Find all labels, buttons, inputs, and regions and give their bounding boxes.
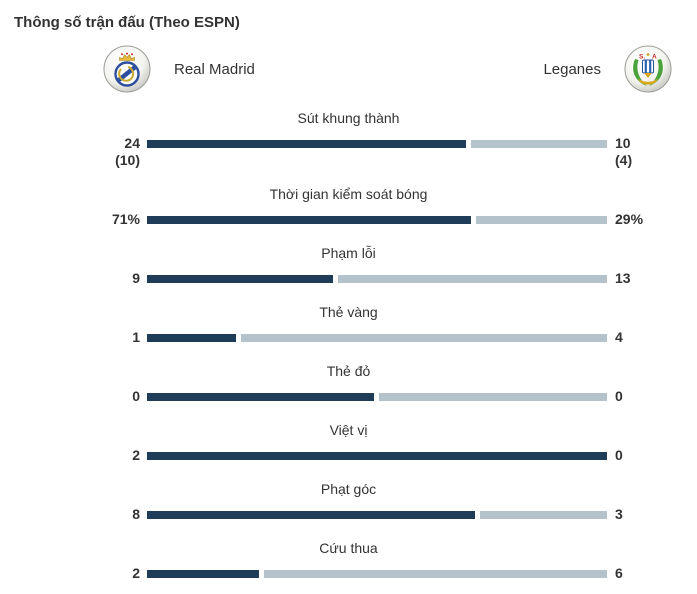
stat-label: Cứu thua xyxy=(319,540,378,556)
stat-row: Thẻ vàng 1 4 xyxy=(14,304,683,346)
stat-home-value: 2 xyxy=(14,565,140,582)
stat-label: Sút khung thành xyxy=(297,110,400,126)
stat-row: Thẻ đỏ 0 0 xyxy=(14,363,683,405)
stat-home-value-main: 2 xyxy=(132,565,140,581)
stat-home-value-main: 8 xyxy=(132,506,140,522)
stat-bar-away-segment xyxy=(337,275,607,283)
stat-home-value: 9 xyxy=(14,270,140,287)
stat-away-value-sub: (4) xyxy=(615,152,633,168)
stat-bar-row: 1 4 xyxy=(14,329,683,346)
stat-away-value: 10 (4) xyxy=(615,135,683,169)
stat-bar-row: 71% 29% xyxy=(14,211,683,228)
stat-row: Thời gian kiểm soát bóng 71% 29% xyxy=(14,186,683,228)
stat-bar-row: 9 13 xyxy=(14,270,683,287)
stat-row: Sút khung thành 24 (10) 10 (4) xyxy=(14,110,683,169)
stat-away-value: 29% xyxy=(615,211,683,228)
stat-bar xyxy=(147,511,607,519)
stat-home-value-main: 24 xyxy=(124,135,140,151)
stat-bar-home-segment xyxy=(147,393,374,401)
stat-away-value: 6 xyxy=(615,565,683,582)
teams-header: Real Madrid Leganes S xyxy=(14,45,683,93)
stat-bar-away-segment xyxy=(471,140,607,148)
svg-text:A: A xyxy=(652,54,657,61)
stat-home-value-main: 9 xyxy=(132,270,140,286)
stat-label: Phạm lỗi xyxy=(321,245,376,261)
stat-away-value: 0 xyxy=(615,388,683,405)
stat-bar-away-segment xyxy=(379,393,607,401)
leganes-crest-icon: S. A xyxy=(624,45,672,93)
stat-bar-row: 8 3 xyxy=(14,506,683,523)
stat-bar-row: 0 0 xyxy=(14,388,683,405)
stat-label: Thẻ đỏ xyxy=(326,363,371,379)
stat-row: Cứu thua 2 6 xyxy=(14,540,683,582)
stat-label: Việt vị xyxy=(329,422,368,438)
stat-away-value-main: 0 xyxy=(615,447,623,463)
stat-bar-row: 24 (10) 10 (4) xyxy=(14,135,683,169)
stat-home-value: 2 xyxy=(14,447,140,464)
stat-bar-away-segment xyxy=(480,511,607,519)
stat-home-value-main: 71% xyxy=(111,211,140,227)
stat-home-value-main: 0 xyxy=(132,388,140,404)
stat-bar xyxy=(147,216,607,224)
svg-text:S.: S. xyxy=(639,54,645,61)
stat-bar-home-segment xyxy=(147,511,476,519)
stat-bar-away-segment xyxy=(241,334,607,342)
stat-label: Thời gian kiểm soát bóng xyxy=(269,186,428,202)
stat-bar-home-segment xyxy=(147,570,259,578)
stat-bar xyxy=(147,275,607,283)
stat-home-value: 24 (10) xyxy=(14,135,140,169)
stat-label: Thẻ vàng xyxy=(319,304,378,320)
stat-bar-home-segment xyxy=(147,334,236,342)
stat-away-value-main: 6 xyxy=(615,565,623,581)
stat-row: Phạt góc 8 3 xyxy=(14,481,683,523)
stats-list: Sút khung thành 24 (10) 10 (4) Thời gian… xyxy=(14,110,683,582)
stat-away-value-main: 13 xyxy=(615,270,631,286)
stat-bar xyxy=(147,393,607,401)
stat-bar-home-segment xyxy=(147,275,333,283)
team-home-name: Real Madrid xyxy=(174,60,255,78)
stat-home-value: 71% xyxy=(14,211,140,228)
stat-away-value-main: 0 xyxy=(615,388,623,404)
team-home: Real Madrid xyxy=(103,45,255,93)
page-title: Thông số trận đấu (Theo ESPN) xyxy=(14,14,240,31)
real-madrid-crest-icon xyxy=(103,45,151,93)
match-stats-panel: Thông số trận đấu (Theo ESPN) xyxy=(14,14,683,582)
stat-bar-away-segment xyxy=(264,570,607,578)
stat-away-value: 4 xyxy=(615,329,683,346)
stat-bar-away-segment xyxy=(475,216,607,224)
stat-away-value-main: 10 xyxy=(615,135,631,151)
stat-row: Việt vị 2 0 xyxy=(14,422,683,464)
stat-home-value: 1 xyxy=(14,329,140,346)
stat-away-value-main: 3 xyxy=(615,506,623,522)
stat-home-value: 0 xyxy=(14,388,140,405)
stat-away-value: 0 xyxy=(615,447,683,464)
stat-away-value: 3 xyxy=(615,506,683,523)
stat-bar xyxy=(147,452,607,460)
stat-home-value-main: 2 xyxy=(132,447,140,463)
stat-bar-home-segment xyxy=(147,140,466,148)
stat-bar-row: 2 0 xyxy=(14,447,683,464)
stat-label: Phạt góc xyxy=(320,481,377,497)
stat-bar xyxy=(147,570,607,578)
stat-away-value: 13 xyxy=(615,270,683,287)
stat-row: Phạm lỗi 9 13 xyxy=(14,245,683,287)
stat-away-value-main: 4 xyxy=(615,329,623,345)
stat-away-value-main: 29% xyxy=(615,211,644,227)
stat-bar-row: 2 6 xyxy=(14,565,683,582)
team-away-name: Leganes xyxy=(543,60,601,78)
stat-bar xyxy=(147,334,607,342)
stat-home-value: 8 xyxy=(14,506,140,523)
stat-home-value-main: 1 xyxy=(132,329,140,345)
stat-bar xyxy=(147,140,607,148)
stat-bar-home-segment xyxy=(147,216,471,224)
stat-home-value-sub: (10) xyxy=(115,152,140,168)
team-away: Leganes S. A xyxy=(543,45,672,93)
stat-bar-home-segment xyxy=(147,452,607,460)
